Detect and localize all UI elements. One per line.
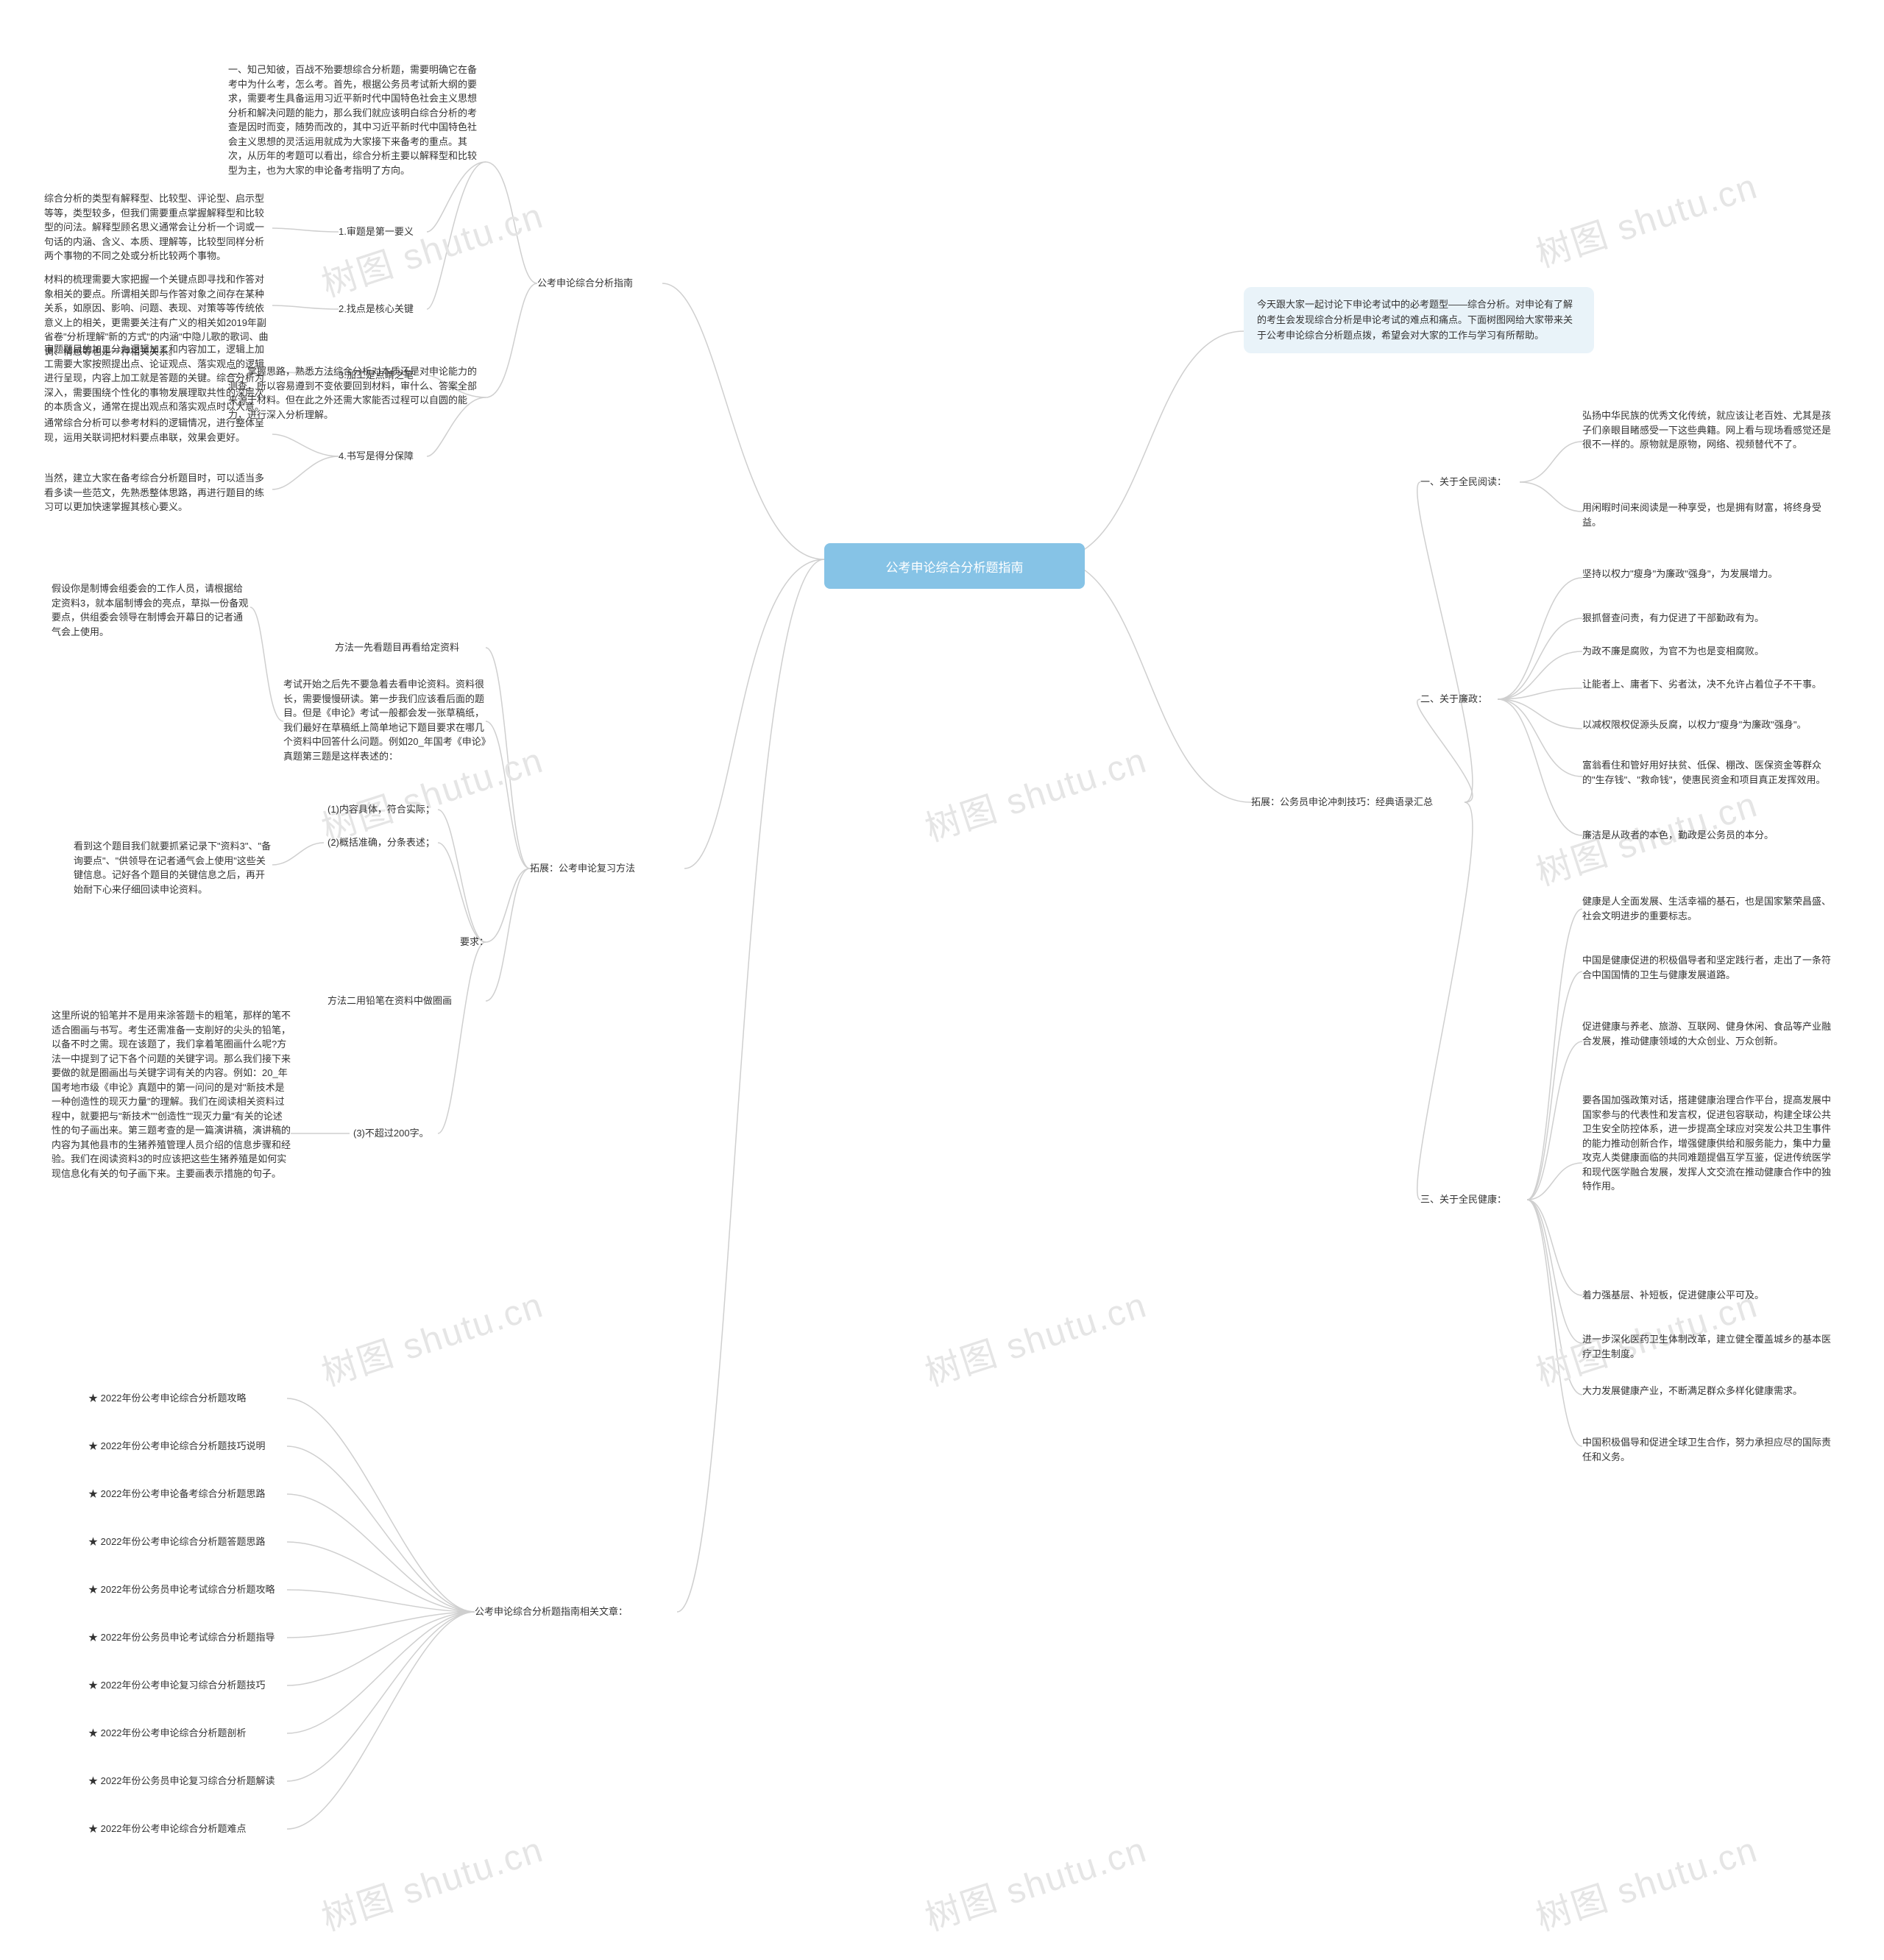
watermark: 树图 shutu.cn xyxy=(314,186,549,306)
center-topic[interactable]: 公考申论综合分析题指南 xyxy=(824,543,1085,589)
branch-guide[interactable]: 公考申论综合分析指南 xyxy=(537,276,633,291)
watermark: 树图 shutu.cn xyxy=(314,1276,549,1395)
assume-text: 假设你是制博会组委会的工作人员，请根据给定资料3，就本届制博会的亮点，草拟一份备… xyxy=(52,581,250,639)
watermark: 树图 shutu.cn xyxy=(314,1820,549,1940)
req-2-body: 看到这个题目我们就要抓紧记录下"资料3"、"备询要点"、"供领导在记者通气会上使… xyxy=(74,839,272,896)
step-4-body2: 当然，建立大家在备考综合分析题目时，可以适当多看多读一些范文，先熟悉整体思路，再… xyxy=(44,471,272,514)
branch-articles[interactable]: 公考申论综合分析题指南相关文章： xyxy=(475,1605,628,1619)
article-link[interactable]: ★ 2022年份公考申论综合分析题攻略 xyxy=(88,1391,247,1406)
requirements-label[interactable]: 要求： xyxy=(460,935,489,949)
req-1: (1)内容具体，符合实际； xyxy=(327,802,435,817)
step-1-label[interactable]: 1.审题是第一要义 xyxy=(339,224,414,239)
quote: 中国是健康促进的积极倡导者和坚定践行者，走出了一条符合中国国情的卫生与健康发展道… xyxy=(1582,953,1832,982)
quote: 弘扬中华民族的优秀文化传统，就应该让老百姓、尤其是孩子们亲眼目睹感受一下这些典籍… xyxy=(1582,408,1832,452)
quote: 富翁看住和管好用好扶贫、低保、棚改、医保资金等群众的"生存钱"、"救命钱"，使惠… xyxy=(1582,758,1832,787)
article-link[interactable]: ★ 2022年份公考申论综合分析题技巧说明 xyxy=(88,1439,266,1454)
step-4-label[interactable]: 4.书写是得分保障 xyxy=(339,449,414,464)
watermark: 树图 shutu.cn xyxy=(918,1820,1152,1940)
topic-reading[interactable]: 一、关于全民阅读： xyxy=(1420,475,1506,489)
req-3: (3)不超过200字。 xyxy=(353,1126,429,1141)
quote: 狠抓督查问责，有力促进了干部勤政有为。 xyxy=(1582,611,1764,626)
quote: 要各国加强政策对话，搭建健康治理合作平台，提高发展中国家参与的代表性和发言权，促… xyxy=(1582,1093,1832,1194)
method-1-body: 考试开始之后先不要急着去看申论资料。资料很长，需要慢慢研读。第一步我们应该看后面… xyxy=(283,677,489,763)
watermark: 树图 shutu.cn xyxy=(918,1276,1152,1395)
quote: 廉洁是从政者的本色，勤政是公务员的本分。 xyxy=(1582,828,1774,843)
step-4-body: 通常综合分析可以参考材料的逻辑情况，进行整体呈现，运用关联词把材料要点串联，效果… xyxy=(44,416,272,445)
step-1-body: 综合分析的类型有解释型、比较型、评论型、启示型等等，类型较多，但我们需要重点掌握… xyxy=(44,191,272,263)
article-link[interactable]: ★ 2022年份公考申论复习综合分析题技巧 xyxy=(88,1678,266,1693)
quote: 坚持以权力"瘦身"为廉政"强身"，为发展增力。 xyxy=(1582,567,1777,581)
article-link[interactable]: ★ 2022年份公考申论综合分析题剖析 xyxy=(88,1726,247,1741)
method-1-label[interactable]: 方法一先看题目再看给定资料 xyxy=(335,640,459,655)
article-link[interactable]: ★ 2022年份公务员申论考试综合分析题攻略 xyxy=(88,1582,275,1597)
topic-health[interactable]: 三、关于全民健康： xyxy=(1420,1192,1506,1207)
req-2: (2)概括准确，分条表述； xyxy=(327,835,435,850)
article-link[interactable]: ★ 2022年份公务员申论复习综合分析题解读 xyxy=(88,1774,275,1789)
article-link[interactable]: ★ 2022年份公务员申论考试综合分析题指导 xyxy=(88,1630,275,1645)
method-2-body: 这里所说的铅笔并不是用来涂答题卡的粗笔，那样的笔不适合圈画与书写。考生还需准备一… xyxy=(52,1008,291,1181)
quote: 进一步深化医药卫生体制改革，建立健全覆盖城乡的基本医疗卫生制度。 xyxy=(1582,1332,1832,1361)
quote: 用闲暇时间来阅读是一种享受，也是拥有财富，将终身受益。 xyxy=(1582,500,1832,529)
quote: 中国积极倡导和促进全球卫生合作，努力承担应尽的国际责任和义务。 xyxy=(1582,1435,1832,1464)
intro-bubble[interactable]: 今天跟大家一起讨论下申论考试中的必考题型——综合分析。对申论有了解的考生会发现综… xyxy=(1244,287,1594,353)
step-3-body: 审题题目的加工分为逻辑加工和内容加工，逻辑上加工需要大家按照提出点、论证观点、落… xyxy=(44,342,272,414)
article-link[interactable]: ★ 2022年份公考申论备考综合分析题思路 xyxy=(88,1487,266,1501)
watermark: 树图 shutu.cn xyxy=(918,731,1152,851)
quote: 为政不廉是腐败，为官不为也是变相腐败。 xyxy=(1582,644,1764,659)
quote: 让能者上、庸者下、劣者汰，决不允许占着位子不干事。 xyxy=(1582,677,1821,692)
watermark: 树图 shutu.cn xyxy=(1529,157,1763,277)
watermark: 树图 shutu.cn xyxy=(1529,1820,1763,1940)
quote: 健康是人全面发展、生活幸福的基石，也是国家繁荣昌盛、社会文明进步的重要标志。 xyxy=(1582,894,1832,923)
quote: 以减权限权促源头反腐，以权力"瘦身"为廉政"强身"。 xyxy=(1582,718,1806,732)
topic-integrity[interactable]: 二、关于廉政： xyxy=(1420,692,1487,707)
article-link[interactable]: ★ 2022年份公考申论综合分析题难点 xyxy=(88,1822,247,1836)
quote: 着力强基层、补短板，促进健康公平可及。 xyxy=(1582,1288,1764,1303)
step-3-label[interactable]: 3.加工是点睛之笔 xyxy=(339,368,414,383)
quote: 促进健康与养老、旅游、互联网、健身休闲、食品等产业融合发展，推动健康领域的大众创… xyxy=(1582,1019,1832,1048)
article-link[interactable]: ★ 2022年份公考申论综合分析题答题思路 xyxy=(88,1535,266,1549)
step-2-label[interactable]: 2.找点是核心关键 xyxy=(339,302,414,316)
branch-review[interactable]: 拓展：公考申论复习方法 xyxy=(530,861,635,876)
method-2-label[interactable]: 方法二用铅笔在资料中做圈画 xyxy=(327,994,452,1008)
branch-tips[interactable]: 拓展：公务员申论冲刺技巧：经典语录汇总 xyxy=(1251,795,1433,810)
guide-text-top: 一、知己知彼，百战不殆要想综合分析题，需要明确它在备考中为什么考，怎么考。首先，… xyxy=(228,63,486,177)
quote: 大力发展健康产业，不断满足群众多样化健康需求。 xyxy=(1582,1384,1802,1398)
